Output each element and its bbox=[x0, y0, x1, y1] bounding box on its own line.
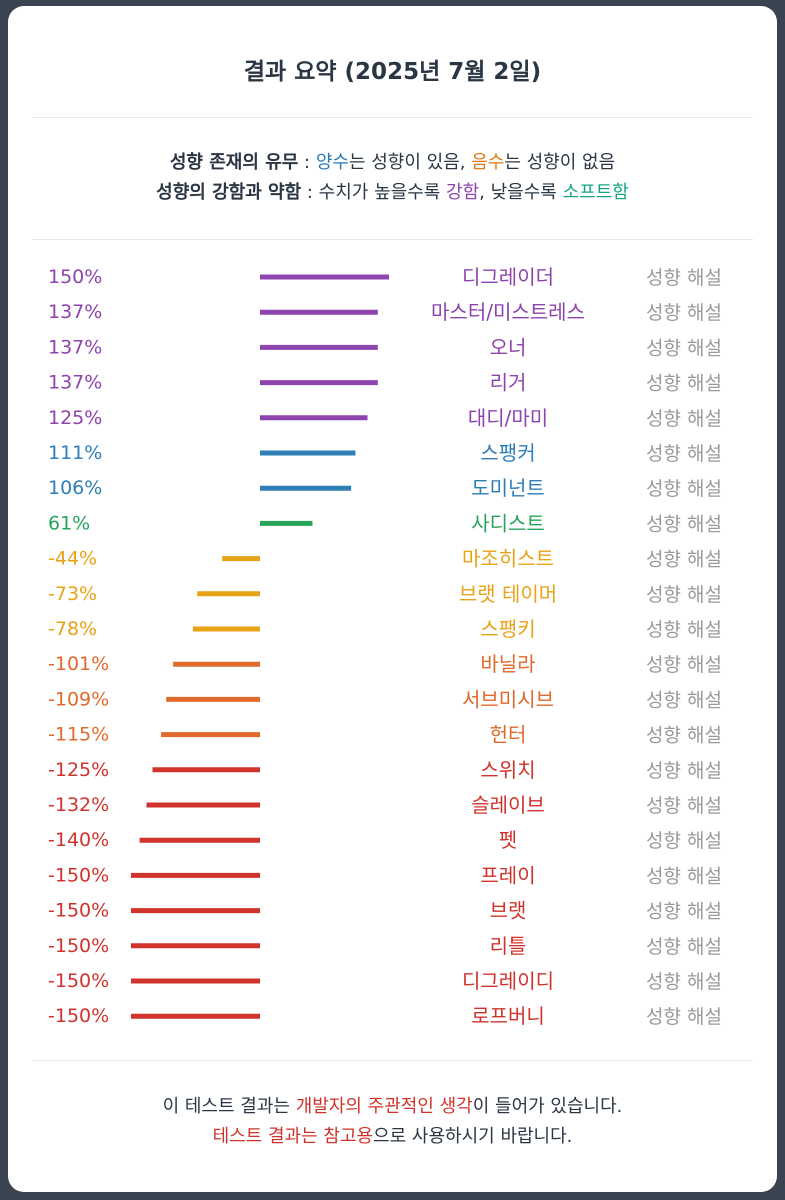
interpretation-link[interactable]: 성향 해설 bbox=[646, 337, 722, 359]
legend-strong-word: 강함 bbox=[446, 182, 480, 203]
legend-positive-word: 양수 bbox=[315, 152, 349, 173]
footer-text: 이 들어가 있습니다. bbox=[472, 1096, 623, 1117]
interpretation-link[interactable]: 성향 해설 bbox=[646, 689, 722, 711]
value-label: -150% bbox=[48, 864, 109, 886]
value-label: -132% bbox=[48, 794, 109, 816]
category-label: 사디스트 bbox=[471, 511, 545, 535]
interpretation-link[interactable]: 성향 해설 bbox=[646, 302, 722, 324]
interpretation-link[interactable]: 성향 해설 bbox=[646, 373, 722, 395]
interpretation-link[interactable]: 성향 해설 bbox=[646, 619, 722, 641]
value-label: -101% bbox=[48, 653, 109, 675]
interpretation-link[interactable]: 성향 해설 bbox=[646, 725, 722, 747]
interpretation-link[interactable]: 성향 해설 bbox=[646, 936, 722, 958]
footer-text: 으로 사용하시기 바랍니다. bbox=[373, 1126, 573, 1147]
page-title: 결과 요약 (2025년 7월 2일) bbox=[243, 59, 542, 85]
divider-top bbox=[32, 117, 753, 118]
legend-sep: : bbox=[298, 152, 316, 173]
value-label: -115% bbox=[48, 724, 109, 746]
value-label: -73% bbox=[48, 583, 97, 605]
category-label: 마스터/미스트레스 bbox=[431, 300, 585, 324]
category-label: 로프버니 bbox=[471, 1004, 545, 1028]
value-label: -109% bbox=[48, 688, 109, 710]
legend-strength-label: 성향의 강함과 약함 bbox=[156, 182, 302, 203]
interpretation-link[interactable]: 성향 해설 bbox=[646, 513, 722, 535]
interpretation-link[interactable]: 성향 해설 bbox=[646, 971, 722, 993]
footer-notice-line1: 이 테스트 결과는 개발자의 주관적인 생각이 들어가 있습니다. bbox=[8, 1092, 777, 1118]
category-label: 서브미시브 bbox=[462, 687, 554, 711]
legend-text: : 수치가 높을수록 bbox=[301, 182, 447, 203]
divider-bottom bbox=[32, 1060, 753, 1061]
value-label: 137% bbox=[48, 301, 102, 323]
category-label: 슬레이브 bbox=[471, 793, 545, 817]
value-label: -150% bbox=[48, 970, 109, 992]
value-label: 125% bbox=[48, 407, 102, 429]
category-label: 헌터 bbox=[490, 723, 527, 747]
interpretation-link[interactable]: 성향 해설 bbox=[646, 267, 722, 289]
legend-text: 는 성향이 없음 bbox=[504, 152, 616, 173]
category-label: 디그레이더 bbox=[462, 265, 554, 289]
footer-highlight: 개발자의 주관적인 생각 bbox=[295, 1096, 473, 1117]
category-label: 마조히스트 bbox=[462, 547, 554, 571]
interpretation-link[interactable]: 성향 해설 bbox=[646, 654, 722, 676]
category-label: 펫 bbox=[499, 828, 517, 852]
category-label: 오너 bbox=[490, 335, 527, 359]
value-label: 137% bbox=[48, 372, 102, 394]
interpretation-link[interactable]: 성향 해설 bbox=[646, 760, 722, 782]
value-label: 106% bbox=[48, 477, 102, 499]
footer-highlight: 테스트 결과는 참고용 bbox=[212, 1126, 374, 1147]
legend-soft-word: 소프트함 bbox=[562, 182, 629, 203]
category-label: 리거 bbox=[490, 371, 527, 395]
legend-line-existence: 성향 존재의 유무 : 양수는 성향이 있음, 음수는 성향이 없음 bbox=[8, 148, 777, 174]
category-label: 스팽커 bbox=[480, 441, 535, 465]
value-label: -125% bbox=[48, 759, 109, 781]
value-label: -150% bbox=[48, 900, 109, 922]
result-card: 결과 요약 (2025년 7월 2일) 성향 존재의 유무 : 양수는 성향이 … bbox=[8, 6, 777, 1192]
legend-existence-label: 성향 존재의 유무 bbox=[169, 152, 299, 173]
category-label: 대디/마미 bbox=[468, 406, 548, 430]
legend-text: , 낮을수록 bbox=[479, 182, 563, 203]
interpretation-link[interactable]: 성향 해설 bbox=[646, 584, 722, 606]
interpretation-link[interactable]: 성향 해설 bbox=[646, 1006, 722, 1028]
interpretation-link[interactable]: 성향 해설 bbox=[646, 901, 722, 923]
category-label: 스위치 bbox=[480, 758, 535, 782]
category-label: 바닐라 bbox=[480, 652, 535, 676]
divider-chart-top bbox=[32, 239, 753, 240]
value-label: -150% bbox=[48, 935, 109, 957]
value-label: 150% bbox=[48, 266, 102, 288]
interpretation-link[interactable]: 성향 해설 bbox=[646, 408, 722, 430]
value-label: 137% bbox=[48, 336, 102, 358]
interpretation-link[interactable]: 성향 해설 bbox=[646, 549, 722, 571]
category-label: 브랫 bbox=[490, 899, 527, 923]
legend-text: 는 성향이 있음, bbox=[348, 152, 472, 173]
value-label: -78% bbox=[48, 618, 97, 640]
footer-notice-line2: 테스트 결과는 참고용으로 사용하시기 바랍니다. bbox=[8, 1122, 777, 1148]
category-label: 브랫 테이머 bbox=[459, 582, 557, 606]
category-label: 스팽키 bbox=[480, 617, 535, 641]
interpretation-link[interactable]: 성향 해설 bbox=[646, 443, 722, 465]
category-label: 리틀 bbox=[490, 934, 527, 958]
legend-line-strength: 성향의 강함과 약함 : 수치가 높을수록 강함, 낮을수록 소프트함 bbox=[8, 178, 777, 204]
category-label: 도미넌트 bbox=[471, 476, 545, 500]
value-label: -140% bbox=[48, 829, 109, 851]
interpretation-link[interactable]: 성향 해설 bbox=[646, 865, 722, 887]
value-label: -44% bbox=[48, 548, 97, 570]
legend-negative-word: 음수 bbox=[471, 152, 505, 173]
value-label: 111% bbox=[48, 442, 102, 464]
category-label: 디그레이디 bbox=[462, 969, 554, 993]
value-label: 61% bbox=[48, 512, 90, 534]
interpretation-link[interactable]: 성향 해설 bbox=[646, 795, 722, 817]
value-label: -150% bbox=[48, 1005, 109, 1027]
category-label: 프레이 bbox=[480, 863, 535, 887]
interpretation-link[interactable]: 성향 해설 bbox=[646, 478, 722, 500]
interpretation-link[interactable]: 성향 해설 bbox=[646, 830, 722, 852]
footer-text: 이 테스트 결과는 bbox=[162, 1096, 296, 1117]
